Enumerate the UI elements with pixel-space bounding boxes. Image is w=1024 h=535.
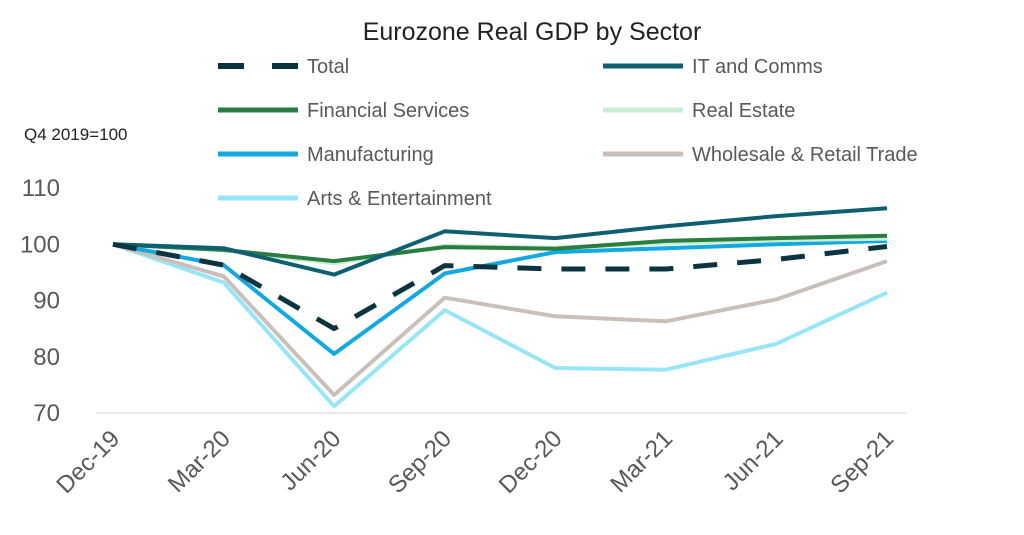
series-lines — [112, 206, 888, 409]
legend-label: Arts & Entertainment — [307, 188, 492, 210]
legend-item: Financial Services — [218, 100, 469, 122]
legend-item: Arts & Entertainment — [218, 188, 492, 210]
legend-item: Wholesale & Retail Trade — [603, 144, 918, 166]
series-line — [112, 206, 888, 277]
y-tick-label: 80 — [33, 344, 60, 371]
chart-title: Eurozone Real GDP by Sector — [363, 18, 702, 46]
legend-label: Real Estate — [692, 100, 795, 122]
y-tick-label: 90 — [33, 288, 60, 315]
legend-item: IT and Comms — [603, 56, 823, 78]
y-axis-unit-label: Q4 2019=100 — [24, 125, 128, 144]
legend-item: Manufacturing — [218, 144, 434, 166]
series-line — [112, 238, 888, 356]
x-tick-label: Dec-20 — [494, 425, 568, 499]
x-tick-label: Dec-19 — [51, 425, 125, 499]
legend-label: Total — [307, 56, 349, 78]
x-axis-ticks: Dec-19 Mar-20 Jun-20 Sep-20 Dec-20 Mar-21 Jun-… — [51, 425, 899, 499]
x-tick-label: Mar-20 — [163, 425, 236, 498]
series-line — [112, 242, 888, 409]
legend-label: Wholesale & Retail Trade — [692, 144, 918, 166]
x-tick-label: Mar-21 — [605, 425, 678, 498]
legend-label: IT and Comms — [692, 56, 823, 78]
legend-label: Manufacturing — [307, 144, 434, 166]
legend-item: Total — [218, 56, 349, 78]
y-tick-label: 110 — [22, 175, 60, 202]
x-tick-label: Sep-20 — [383, 425, 457, 499]
x-tick-label: Sep-21 — [825, 425, 899, 499]
x-tick-label: Jun-20 — [275, 425, 346, 496]
y-axis-ticks: 70 80 90 100 110 — [20, 175, 60, 427]
legend-label: Financial Services — [307, 100, 469, 122]
series-line — [112, 241, 888, 332]
x-tick-label: Jun-21 — [718, 425, 789, 496]
y-tick-label: 100 — [20, 231, 60, 258]
series-line — [112, 242, 888, 397]
y-tick-label: 70 — [33, 400, 60, 427]
legend-item: Real Estate — [603, 100, 795, 122]
chart-legend: Total IT and Comms Financial Services Real … — [218, 56, 918, 210]
